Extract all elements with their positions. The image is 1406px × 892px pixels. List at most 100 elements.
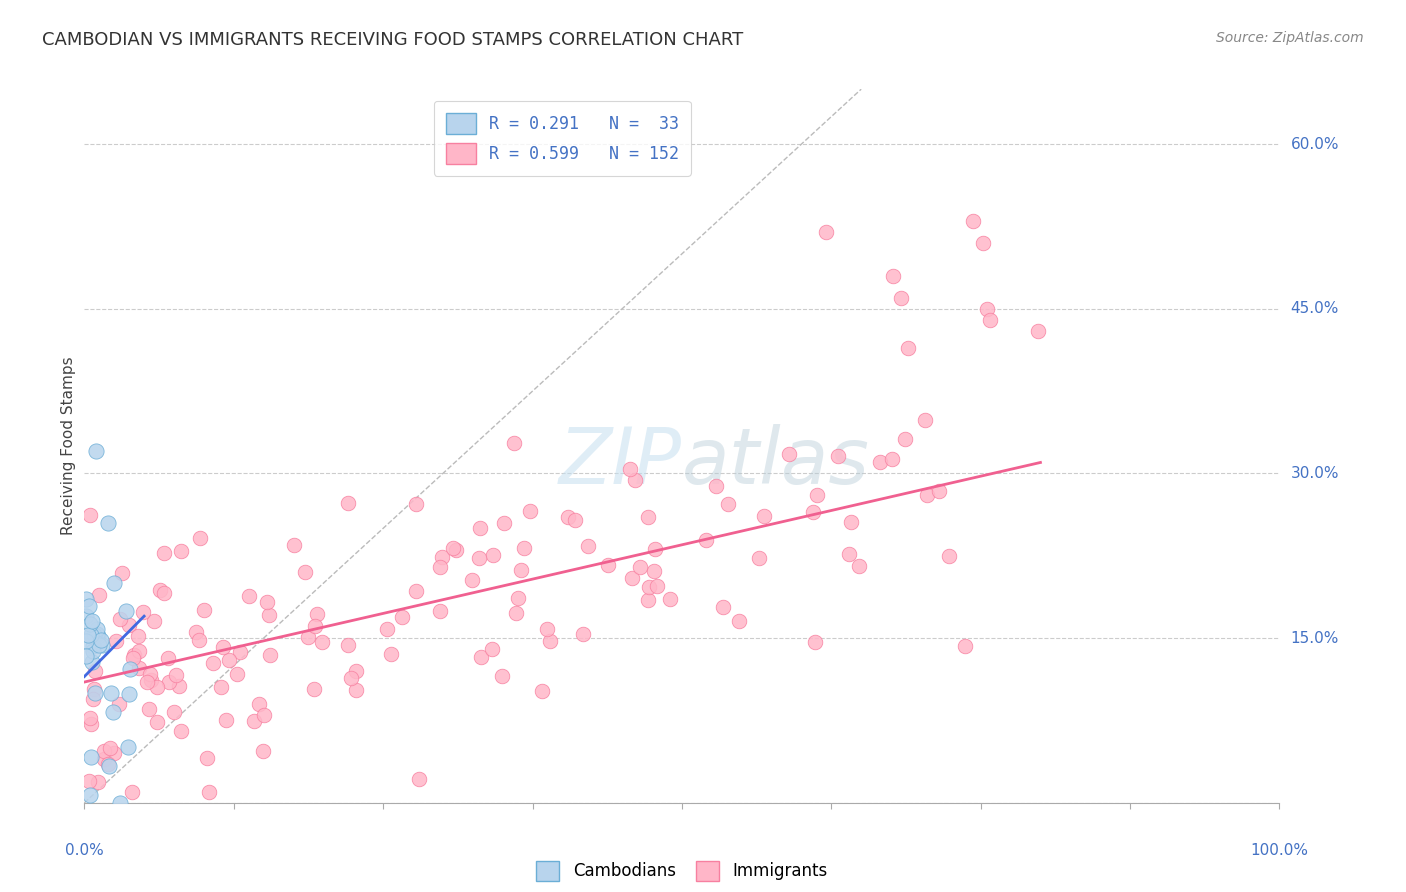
Point (311, 635, 333, 649)
Point (121, 650, 143, 665)
Point (598, 558, 620, 572)
Point (304, 681, 326, 696)
Point (77, 773, 100, 788)
Point (503, 435, 526, 450)
Point (637, 510, 659, 524)
Point (531, 684, 554, 698)
Point (87, 629, 110, 643)
Text: 0.0%: 0.0% (65, 843, 104, 858)
Point (256, 595, 278, 609)
Text: 15.0%: 15.0% (1291, 631, 1339, 646)
Point (115, 604, 138, 618)
Point (118, 618, 141, 632)
Point (408, 772, 430, 786)
Point (391, 609, 413, 624)
Point (979, 312, 1001, 326)
Point (880, 452, 903, 467)
Point (83, 682, 105, 697)
Point (127, 629, 149, 643)
Point (93, 744, 115, 758)
Point (938, 549, 960, 563)
Point (894, 433, 917, 447)
Point (121, 785, 143, 799)
Point (637, 580, 659, 594)
Point (82, 655, 104, 669)
Point (304, 619, 326, 633)
Point (84, 444, 107, 458)
Point (86, 626, 108, 640)
Legend: Cambodians, Immigrants: Cambodians, Immigrants (530, 855, 834, 888)
Point (93, 752, 115, 766)
Point (108, 697, 131, 711)
Point (510, 563, 533, 577)
Point (624, 473, 647, 487)
Point (806, 488, 828, 502)
Point (82, 692, 104, 706)
Point (711, 600, 734, 615)
Text: 30.0%: 30.0% (1291, 466, 1339, 481)
Text: 60.0%: 60.0% (1291, 136, 1339, 152)
Point (238, 590, 260, 604)
Point (972, 235, 994, 250)
Point (814, 225, 837, 239)
Point (803, 634, 825, 648)
Point (156, 651, 179, 665)
Point (77, 628, 100, 642)
Point (143, 614, 166, 628)
Point (505, 606, 527, 620)
Point (169, 679, 191, 693)
Point (914, 413, 936, 427)
Point (953, 639, 976, 653)
Point (336, 496, 359, 510)
Point (105, 634, 128, 648)
Point (405, 584, 427, 599)
Point (132, 605, 155, 619)
Point (79, 788, 101, 802)
Point (838, 548, 860, 562)
Text: 45.0%: 45.0% (1291, 301, 1339, 317)
Point (444, 543, 467, 558)
Point (215, 713, 238, 727)
Point (564, 513, 586, 527)
Point (257, 607, 280, 622)
Point (778, 447, 800, 461)
Point (146, 680, 169, 694)
Point (225, 667, 247, 681)
Point (512, 541, 534, 555)
Point (976, 301, 998, 316)
Point (82, 644, 104, 658)
Text: atlas: atlas (682, 425, 870, 500)
Point (576, 539, 599, 553)
Point (644, 541, 666, 556)
Point (80, 750, 103, 764)
Point (118, 687, 141, 701)
Point (637, 593, 659, 607)
Point (1026, 324, 1049, 338)
Point (827, 449, 849, 463)
Point (98, 759, 121, 773)
Point (77, 599, 100, 613)
Point (619, 461, 641, 475)
Point (228, 645, 250, 659)
Point (209, 681, 232, 695)
Point (247, 697, 270, 711)
Text: 100.0%: 100.0% (1250, 843, 1309, 858)
Point (620, 571, 643, 585)
Point (188, 632, 211, 647)
Point (643, 564, 665, 578)
Point (128, 643, 150, 657)
Point (97, 516, 120, 530)
Point (82, 639, 104, 653)
Text: ZIP: ZIP (560, 425, 682, 500)
Point (110, 796, 132, 810)
Point (405, 496, 427, 510)
Point (170, 723, 193, 738)
Point (79, 508, 101, 522)
Point (429, 604, 451, 618)
Point (430, 549, 453, 564)
Point (344, 664, 367, 678)
Point (305, 607, 328, 621)
Point (801, 505, 824, 519)
Point (138, 667, 160, 681)
Point (429, 560, 451, 574)
